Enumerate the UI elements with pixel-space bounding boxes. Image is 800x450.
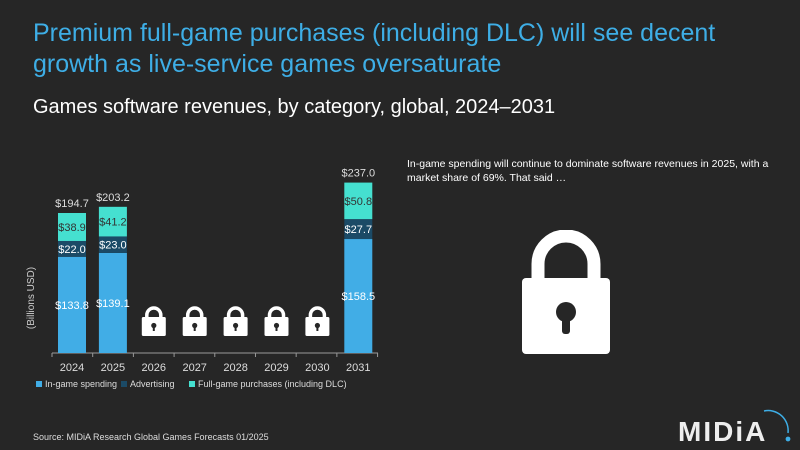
total-label: $237.0: [341, 168, 375, 180]
data-label: $50.8: [345, 196, 373, 208]
y-axis-label: (Billions USD): [26, 267, 37, 329]
legend-label: Full-game purchases (including DLC): [198, 379, 347, 389]
x-tick-label: 2025: [101, 362, 125, 374]
chart: (Billions USD) 2024 $133.8 $22.0 $38.9 $194.7…: [26, 168, 379, 389]
lock-icon: [305, 306, 330, 336]
svg-text:MIDiA: MIDiA: [678, 416, 767, 445]
bar-segment: [58, 240, 86, 257]
x-tick-label: 2027: [182, 362, 206, 374]
bar-segment: [58, 213, 86, 241]
data-label: $133.8: [55, 300, 89, 312]
legend-label: Advertising: [130, 379, 175, 389]
x-tick-label: 2026: [142, 362, 166, 374]
chart-subtitle: Games software revenues, by category, gl…: [33, 96, 556, 118]
legend-swatch: [121, 381, 127, 387]
data-label: $38.9: [58, 222, 86, 234]
data-label: $139.1: [96, 298, 130, 310]
bar-segment: [98, 236, 127, 253]
data-label: $41.2: [99, 217, 127, 229]
lock-icon: [182, 306, 207, 336]
data-label: $27.7: [345, 224, 373, 236]
x-tick-label: 2030: [305, 362, 329, 374]
data-label: $158.5: [341, 291, 375, 303]
bar-segment: [344, 182, 373, 220]
source-note: Source: MIDiA Research Global Games Fore…: [33, 432, 269, 442]
x-tick-label: 2024: [60, 362, 84, 374]
total-label: $194.7: [55, 198, 89, 210]
total-label: $203.2: [96, 192, 130, 204]
legend-label: In-game spending: [45, 379, 117, 389]
bar-segment: [58, 256, 86, 353]
lock-icon: [264, 306, 289, 336]
bar-segment: [344, 239, 373, 353]
data-label: $23.0: [99, 240, 127, 252]
slide-title: Premium full-game purchases (including D…: [33, 19, 716, 78]
bar-segment: [98, 252, 127, 353]
lock-icon: [141, 306, 166, 336]
legend-swatch: [189, 381, 195, 387]
legend-swatch: [36, 381, 42, 387]
x-tick-label: 2029: [264, 362, 288, 374]
x-tick-label: 2028: [223, 362, 247, 374]
bar-segment: [344, 219, 373, 240]
midia-logo: MIDiA: [676, 405, 796, 450]
lock-icon: [223, 306, 248, 336]
bar-segment: [98, 206, 127, 237]
x-tick-label: 2031: [346, 362, 370, 374]
commentary-text: In-game spending will continue to domina…: [407, 158, 769, 184]
data-label: $22.0: [58, 244, 86, 256]
large-lock-icon: [522, 230, 610, 354]
